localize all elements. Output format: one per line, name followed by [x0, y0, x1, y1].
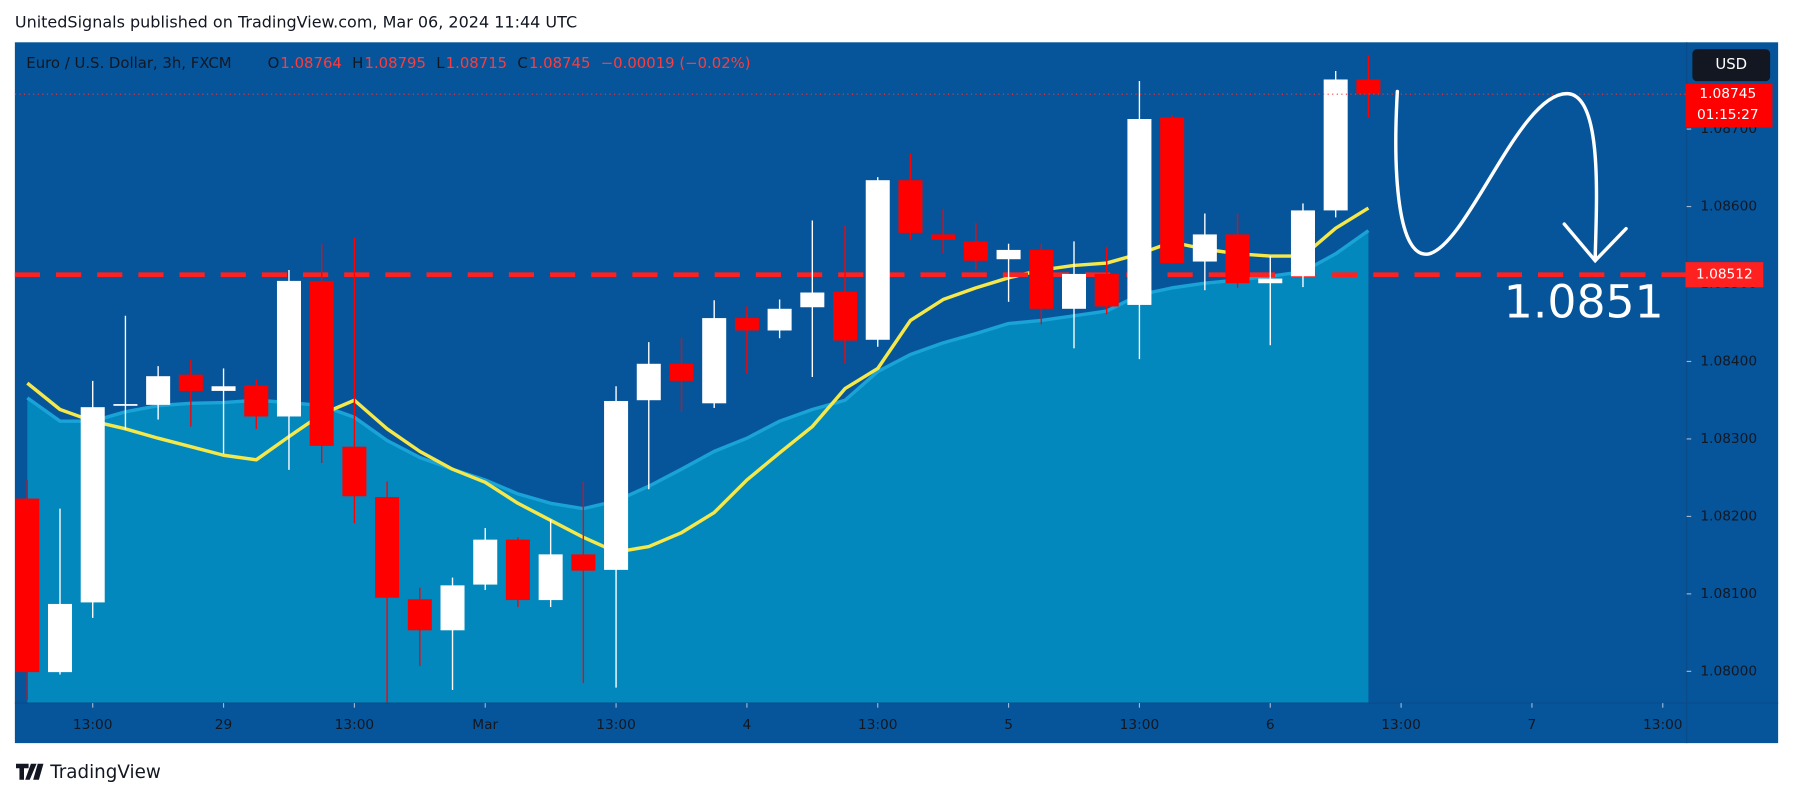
candle-body: [1225, 234, 1250, 284]
candle-body: [146, 376, 171, 405]
candle-body: [604, 400, 629, 570]
x-tick-label: Mar: [472, 717, 498, 733]
level-label-bg: [1685, 262, 1764, 288]
candle-body: [505, 539, 530, 601]
currency[interactable]: USD: [1715, 55, 1747, 73]
y-tick-label: 1.08200: [1700, 508, 1757, 524]
countdown: 01:15:27: [1697, 107, 1759, 123]
x-tick-label: 29: [215, 717, 232, 733]
x-tick-label: 13:00: [73, 717, 113, 733]
candle-body: [1160, 117, 1185, 264]
candle-body: [440, 585, 465, 631]
last-price-label: 1.08745: [1699, 86, 1756, 102]
candle-body: [1029, 249, 1054, 309]
candle-body: [276, 280, 301, 417]
legend: Euro / U.S. Dollar, 3h, FXCM O 1.08764 H 1.…: [26, 54, 750, 72]
x-tick-label: 13:00: [1643, 717, 1683, 733]
x-tick-label: 7: [1528, 717, 1537, 733]
candle-body: [963, 241, 988, 261]
plot-area: [14, 55, 1687, 704]
candle-body: [1323, 79, 1348, 211]
logo: [16, 763, 44, 780]
x-tick-label: 6: [1266, 717, 1275, 733]
indicator-area: [27, 230, 1369, 704]
candle-body: [211, 386, 236, 391]
annotation: 1.0851: [1504, 276, 1664, 329]
candle-body: [1127, 118, 1152, 305]
y-tick-label: 1.08400: [1700, 353, 1757, 369]
candle-body: [702, 318, 727, 404]
candle-body: [1258, 278, 1283, 284]
candle-body: [47, 603, 73, 673]
candle-body: [669, 363, 694, 381]
symbol: Euro / U.S. Dollar, 3h, FXCM: [26, 54, 231, 72]
candle-body: [178, 374, 203, 391]
x-tick-label: 13:00: [335, 717, 375, 733]
candle-body: [473, 539, 498, 585]
candle-body: [800, 292, 825, 308]
y-tick-label: 1.08100: [1700, 586, 1757, 602]
forecast-arrow: [1394, 89, 1628, 264]
ohlc-key: C: [517, 54, 527, 72]
x-tick-label: 13:00: [1120, 717, 1160, 733]
x-tick-label: 13:00: [596, 717, 636, 733]
candle-body: [931, 234, 956, 240]
candle-body: [80, 407, 105, 603]
ohlc-key: L: [436, 54, 445, 72]
ohlc-key: O: [268, 54, 280, 72]
axes: 1.08000 1.08100 1.08200 1.08300 1.08400 1.085…: [14, 42, 1779, 744]
x-tick-label: 4: [743, 717, 752, 733]
ohlc-key: H: [352, 54, 363, 72]
candle-body: [1061, 273, 1087, 309]
candle-body: [571, 554, 596, 571]
candle-body: [767, 308, 792, 331]
ohlc-value: 1.08745: [529, 54, 590, 72]
candle-body: [865, 180, 890, 340]
candle-body: [309, 280, 334, 446]
y-tick-label: 1.08000: [1700, 663, 1757, 679]
y-tick-label: 1.08600: [1700, 199, 1757, 215]
candle-body: [734, 318, 759, 331]
candle-body: [898, 180, 923, 233]
brand: TradingView: [49, 762, 161, 783]
candle-body: [15, 498, 40, 673]
candle-body: [1192, 234, 1217, 262]
candle-body: [1094, 273, 1119, 307]
x-tick-label: 13:00: [1381, 717, 1421, 733]
candle-body: [996, 249, 1021, 260]
candle-body: [1290, 210, 1315, 277]
candle-body: [407, 599, 432, 631]
candle-body: [538, 554, 563, 601]
x-tick-label: 5: [1004, 717, 1013, 733]
candle-body: [342, 446, 367, 497]
ohlc-value: 1.08715: [446, 54, 507, 72]
x-tick-label: 13:00: [858, 717, 898, 733]
y-tick-label: 1.08300: [1700, 431, 1757, 447]
change: −0.00019 (−0.02%): [601, 54, 751, 72]
attribution: UnitedSignals published on TradingView.c…: [15, 12, 577, 31]
last-price-bg: [1685, 83, 1773, 128]
candle-body: [375, 497, 400, 598]
level-label: 1.08512: [1696, 267, 1753, 283]
candle-body: [244, 385, 269, 417]
currency-button[interactable]: [1692, 49, 1771, 82]
candle-body: [636, 363, 661, 401]
candle-body: [1356, 79, 1381, 95]
candle-body: [833, 291, 858, 341]
ohlc-value: 1.08795: [365, 54, 426, 72]
candle-body: [113, 404, 138, 406]
ohlc-value: 1.08764: [280, 54, 341, 72]
